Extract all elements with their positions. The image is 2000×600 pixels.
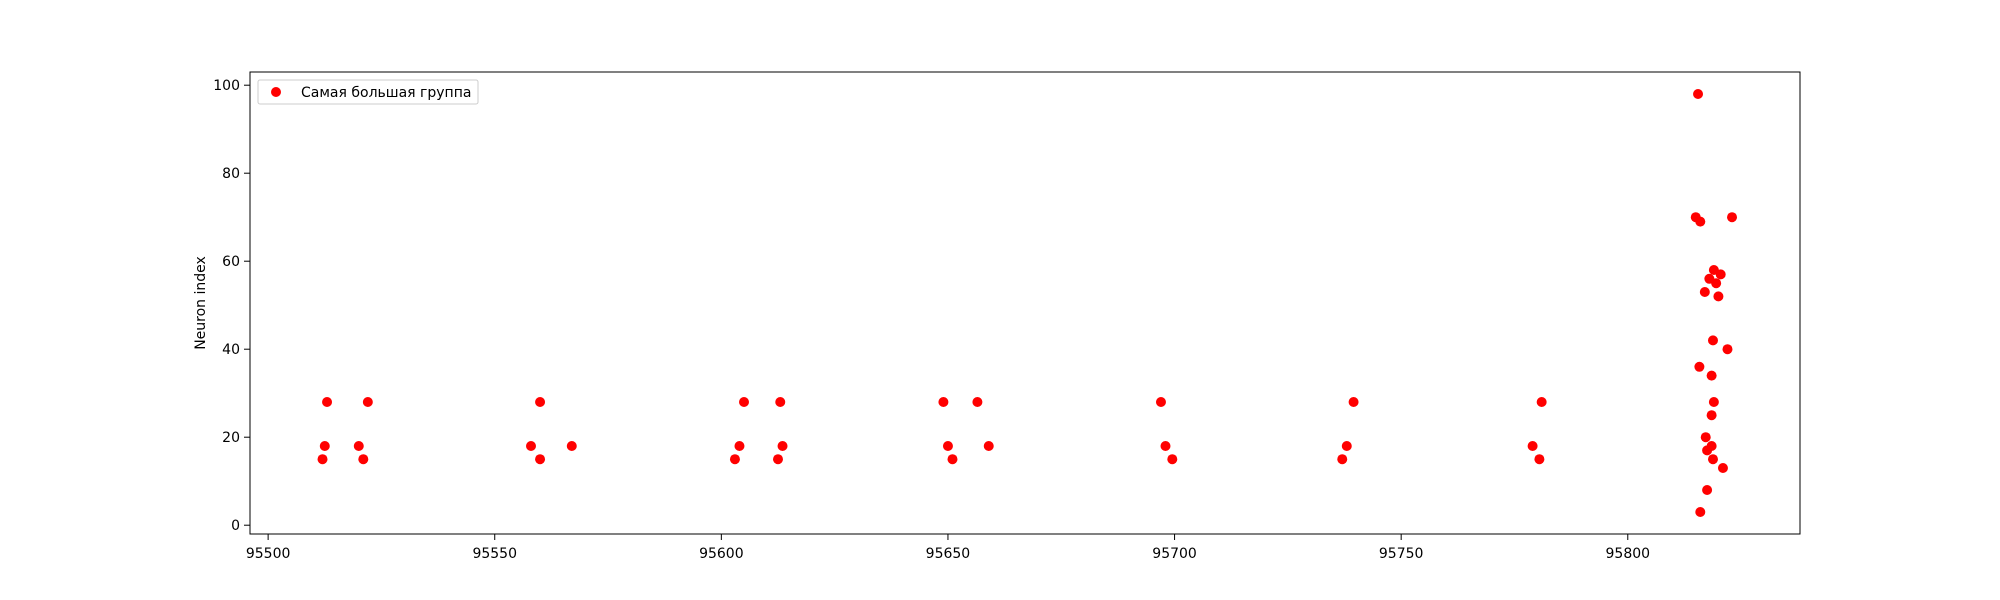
x-tick-label: 95650 [926, 546, 971, 562]
data-point [1727, 212, 1738, 223]
plot-area [249, 71, 1801, 535]
y-tick-label: 60 [222, 254, 240, 270]
data-point [322, 397, 333, 407]
data-point [1715, 269, 1726, 280]
legend: Самая большая группа [257, 79, 479, 105]
data-point [942, 441, 953, 451]
data-point [1348, 397, 1359, 407]
data-point [1711, 278, 1722, 289]
data-point [1706, 370, 1717, 381]
data-point [1160, 441, 1171, 451]
data-point [317, 454, 328, 465]
y-tick-label: 20 [222, 430, 240, 446]
data-point [734, 441, 745, 451]
data-point [1706, 410, 1717, 421]
data-point [362, 397, 373, 407]
data-point [1527, 441, 1538, 451]
data-point [1695, 216, 1706, 227]
data-point [566, 441, 577, 451]
data-point [1155, 397, 1166, 407]
data-point [972, 397, 983, 407]
data-point [1707, 454, 1718, 465]
data-point [1694, 361, 1705, 372]
x-axis: 95500 95550 95600 95650 95700 95750 95800 [246, 534, 1650, 562]
data-point [947, 454, 958, 465]
legend-label: Самая большая группа [301, 85, 471, 101]
data-point [775, 397, 786, 407]
x-tick-label: 95800 [1606, 546, 1651, 562]
data-point [1695, 507, 1706, 517]
x-tick-label: 95700 [1152, 546, 1197, 562]
data-point [353, 441, 364, 451]
legend-box [257, 79, 479, 105]
data-points [317, 89, 1738, 517]
data-point [358, 454, 369, 465]
data-point [729, 454, 740, 465]
data-point [1706, 441, 1717, 451]
data-point [1337, 454, 1348, 465]
y-tick-label: 0 [231, 518, 240, 534]
y-axis-label: Neuron index [193, 256, 209, 350]
data-point [535, 454, 546, 465]
data-point [1713, 291, 1724, 302]
data-point [1708, 397, 1719, 407]
y-axis: 0 20 40 60 80 100 [213, 78, 250, 534]
data-point [1722, 344, 1733, 355]
data-point [535, 397, 546, 407]
data-point [1534, 454, 1545, 465]
y-tick-label: 40 [222, 342, 240, 358]
data-point [1693, 89, 1704, 99]
x-tick-label: 95550 [472, 546, 517, 562]
data-point [938, 397, 949, 407]
x-tick-label: 95500 [246, 546, 291, 562]
data-point [1167, 454, 1178, 465]
data-point [983, 441, 994, 451]
y-tick-label: 100 [213, 78, 240, 94]
y-tick-label: 80 [222, 166, 240, 182]
x-tick-label: 95600 [699, 546, 744, 562]
legend-marker [271, 87, 281, 97]
data-point [525, 441, 536, 451]
data-point [772, 454, 783, 465]
data-point [777, 441, 788, 451]
data-point [1536, 397, 1547, 407]
data-point [1341, 441, 1352, 451]
data-point [1717, 463, 1728, 473]
data-point [1702, 485, 1713, 495]
data-point [1707, 335, 1718, 346]
data-point [739, 397, 750, 407]
data-point [319, 441, 330, 451]
data-point [1699, 287, 1710, 297]
data-point [1700, 432, 1711, 443]
x-tick-label: 95750 [1379, 546, 1424, 562]
